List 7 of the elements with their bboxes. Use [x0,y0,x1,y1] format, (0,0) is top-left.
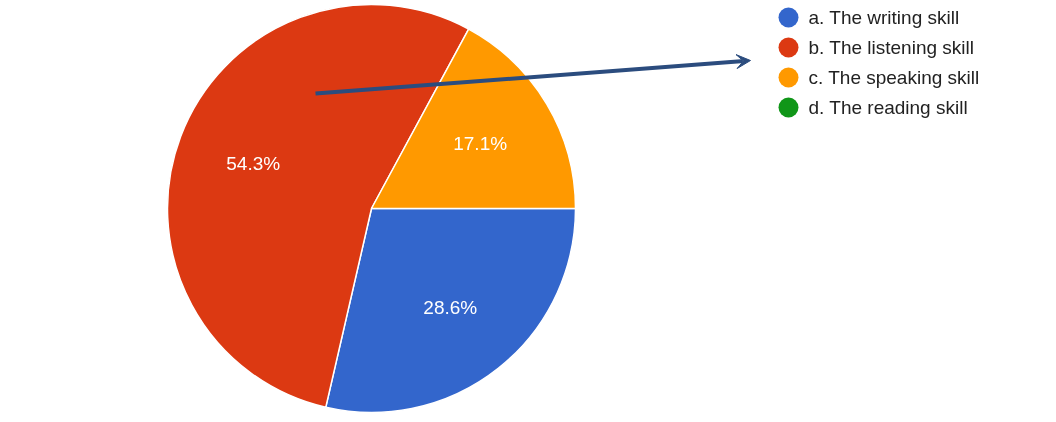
data-label: 28.6% [423,296,478,318]
data-label: 54.3% [226,153,281,175]
legend-label: a. The writing skill [808,7,960,28]
legend-label: c. The speaking skill [808,67,980,88]
legend-label: d. The reading skill [808,97,968,118]
data-label: 17.1% [453,133,508,155]
legend-label: b. The listening skill [808,37,974,58]
